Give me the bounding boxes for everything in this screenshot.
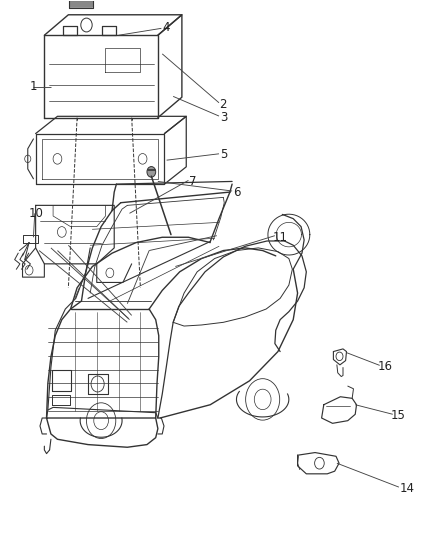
FancyBboxPatch shape — [69, 1, 93, 8]
Circle shape — [147, 166, 155, 177]
Circle shape — [314, 457, 324, 469]
Text: 3: 3 — [220, 111, 227, 124]
Circle shape — [57, 227, 66, 237]
Circle shape — [91, 376, 104, 392]
Circle shape — [53, 154, 62, 164]
Text: 1: 1 — [30, 80, 37, 93]
Text: 11: 11 — [272, 231, 288, 244]
Circle shape — [94, 411, 109, 430]
Circle shape — [106, 268, 114, 278]
Circle shape — [138, 154, 147, 164]
Circle shape — [336, 352, 343, 361]
Circle shape — [25, 265, 33, 275]
Circle shape — [246, 378, 280, 420]
Text: 14: 14 — [399, 482, 414, 495]
Text: 16: 16 — [378, 360, 392, 373]
Circle shape — [254, 389, 271, 409]
Text: 4: 4 — [163, 21, 170, 34]
Text: 6: 6 — [233, 185, 240, 199]
Circle shape — [81, 18, 92, 32]
Circle shape — [25, 155, 31, 163]
Text: 15: 15 — [391, 409, 406, 422]
Text: 5: 5 — [220, 148, 227, 161]
Text: 10: 10 — [28, 207, 43, 220]
Text: 2: 2 — [219, 98, 227, 111]
Circle shape — [86, 403, 116, 439]
Text: 7: 7 — [189, 175, 197, 188]
